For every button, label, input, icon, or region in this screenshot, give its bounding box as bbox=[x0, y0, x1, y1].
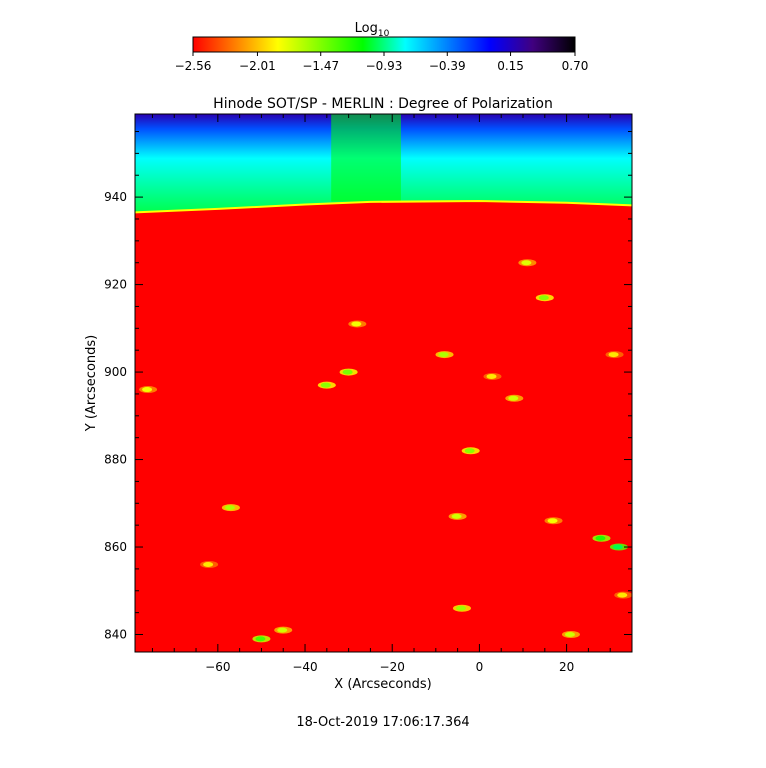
feature-patch bbox=[605, 351, 624, 359]
x-axis: −60 −40 −20 0 20 bbox=[151, 114, 633, 674]
feature-patch bbox=[561, 631, 580, 639]
colorbar-label: Log10 bbox=[355, 21, 390, 39]
feature-patch bbox=[483, 372, 502, 380]
feature-patch bbox=[518, 259, 537, 267]
colorbar-tick-label: −0.39 bbox=[429, 59, 466, 73]
colorbar-ticks: −2.56 −2.01 −1.47 −0.93 −0.39 0.15 0.70 bbox=[175, 52, 589, 73]
colorbar-tick-label: 0.70 bbox=[562, 59, 589, 73]
feature-patch bbox=[448, 512, 467, 520]
x-tick-label: −60 bbox=[205, 660, 230, 674]
feature-patch bbox=[592, 534, 611, 542]
y-tick-label: 880 bbox=[104, 453, 127, 467]
colorbar-tick-label: −2.56 bbox=[175, 59, 212, 73]
slit-scan-column bbox=[331, 114, 401, 202]
y-axis-label: Y (Arcseconds) bbox=[84, 335, 99, 432]
feature-patch bbox=[274, 626, 293, 634]
plot-frame bbox=[134, 113, 633, 653]
feature-patch bbox=[505, 394, 524, 402]
colorbar-tick-label: −2.01 bbox=[239, 59, 276, 73]
x-tick-label: −40 bbox=[292, 660, 317, 674]
y-tick-label: 920 bbox=[104, 278, 127, 292]
feature-patch bbox=[339, 368, 358, 376]
feature-patch bbox=[221, 504, 240, 512]
feature-patch bbox=[452, 604, 471, 612]
limb-line bbox=[134, 199, 633, 214]
chart-title: Hinode SOT/SP - MERLIN : Degree of Polar… bbox=[213, 96, 553, 112]
chart-figure: −2.56 −2.01 −1.47 −0.93 −0.39 0.15 0.70 Log10 … bbox=[84, 21, 633, 692]
feature-patch bbox=[609, 543, 628, 551]
feature-patch bbox=[614, 591, 633, 599]
colorbar: −2.56 −2.01 −1.47 −0.93 −0.39 0.15 0.70 Log10 bbox=[175, 21, 589, 73]
plot-area bbox=[134, 113, 633, 653]
x-tick-label: 20 bbox=[559, 660, 574, 674]
y-tick-label: 900 bbox=[104, 365, 127, 379]
feature-patch bbox=[317, 381, 336, 389]
x-tick-label: −20 bbox=[380, 660, 405, 674]
x-tick-label: 0 bbox=[476, 660, 484, 674]
y-axis: 840 860 880 900 920 940 bbox=[104, 130, 632, 642]
feature-patch bbox=[535, 294, 554, 302]
feature-patch bbox=[435, 351, 454, 359]
x-axis-label: X (Arcseconds) bbox=[334, 677, 431, 692]
feature-patch bbox=[252, 635, 271, 643]
features-layer bbox=[139, 259, 633, 643]
colorbar-tick-label: −1.47 bbox=[302, 59, 339, 73]
feature-patch bbox=[544, 517, 563, 525]
feature-patch bbox=[348, 320, 367, 328]
timestamp: 18-Oct-2019 17:06:17.364 bbox=[296, 715, 470, 730]
y-tick-label: 840 bbox=[104, 628, 127, 642]
feature-patch bbox=[461, 447, 480, 455]
y-tick-label: 940 bbox=[104, 190, 127, 204]
feature-patch bbox=[200, 561, 219, 569]
colorbar-tick-label: −0.93 bbox=[366, 59, 403, 73]
y-tick-label: 860 bbox=[104, 540, 127, 554]
feature-patch bbox=[139, 386, 158, 394]
colorbar-strip bbox=[192, 36, 576, 53]
colorbar-tick-label: 0.15 bbox=[497, 59, 524, 73]
